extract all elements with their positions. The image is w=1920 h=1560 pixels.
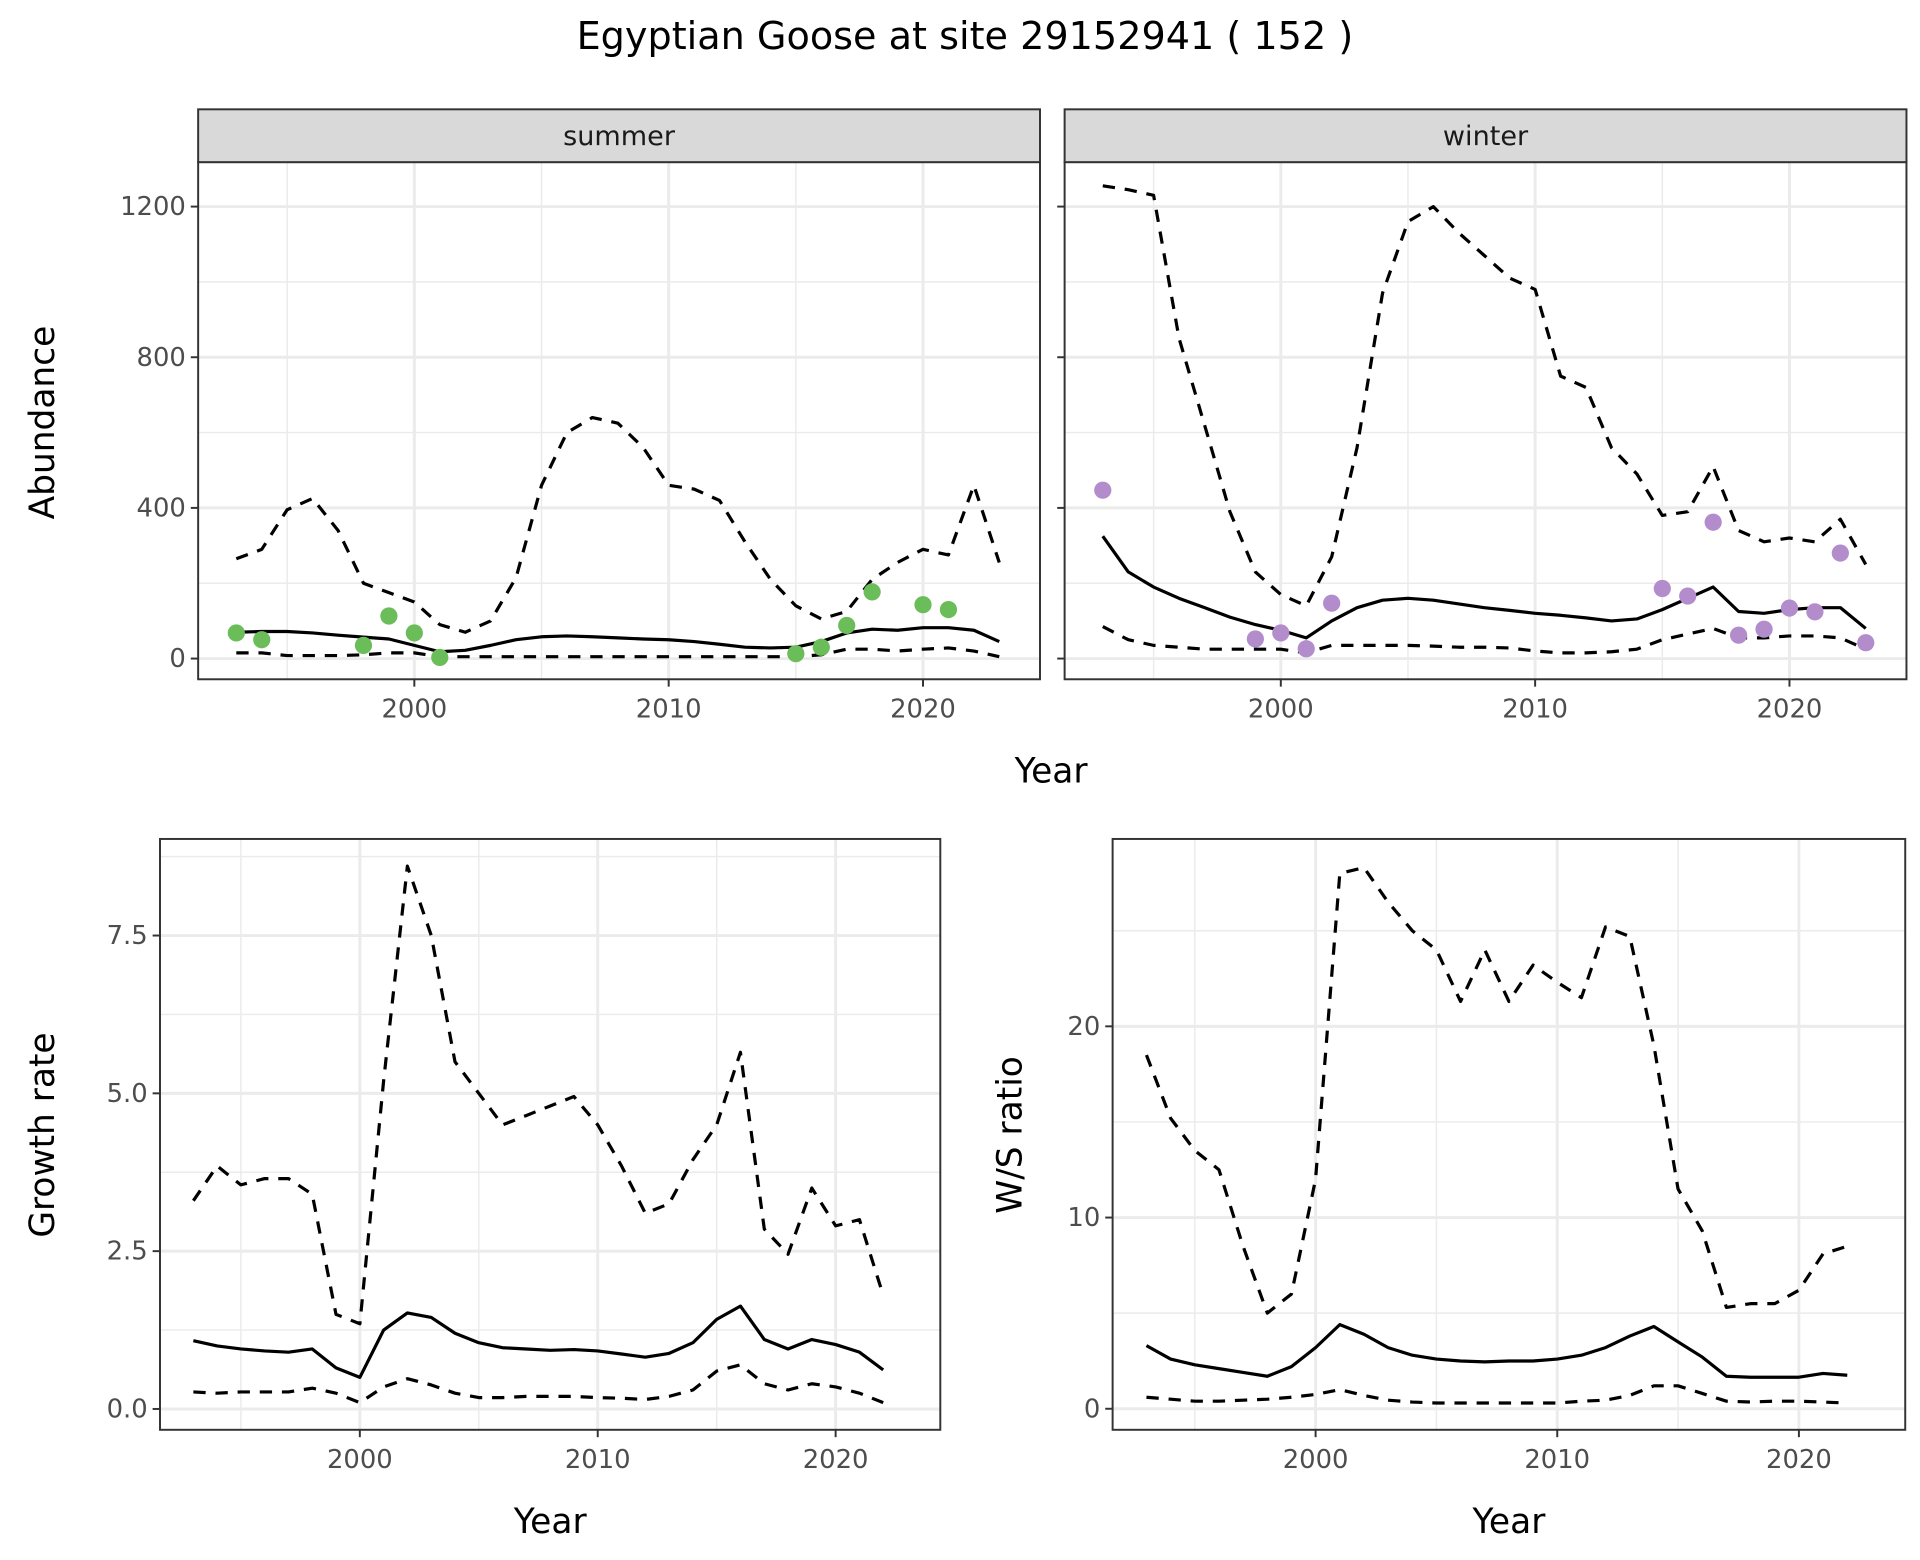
panel-growth-rate: 2000 2010 2020 0.0 2.5 5.0 7.5 Year Growth rate [23, 837, 942, 1542]
data-point [1831, 544, 1849, 562]
panel-border [197, 161, 1041, 681]
facet-strip [1063, 108, 1908, 164]
data-point [1729, 626, 1748, 644]
data-point [253, 631, 271, 649]
lower-line [236, 646, 1000, 659]
series-group [227, 415, 1001, 667]
panel-ws-ratio: 2000 2010 2020 0 10 20 Year W/S ratio [991, 837, 1907, 1542]
lower-line [193, 1363, 884, 1405]
panel-border [159, 837, 942, 1431]
data-point [863, 583, 881, 601]
median-line [193, 1304, 885, 1379]
x-tick-label: 2020 [890, 694, 956, 724]
data-point [914, 596, 932, 614]
data-point [787, 645, 805, 663]
upper-line [235, 415, 1001, 634]
y-tick-label: 0.0 [107, 1395, 148, 1425]
median-line [1101, 535, 1867, 640]
top-x-axis-label: Year [1014, 751, 1089, 791]
upper-line [1144, 865, 1848, 1315]
data-point [1094, 481, 1112, 499]
median-line [1145, 1323, 1848, 1379]
data-point [1806, 603, 1824, 621]
panel-winter: winter 2000 2010 2020 [1057, 108, 1908, 724]
data-point [227, 624, 245, 642]
lower-line [1146, 1384, 1848, 1405]
y-axis-label: Growth rate [23, 1032, 63, 1237]
data-point [380, 607, 398, 625]
facet-strip-label: winter [1443, 121, 1529, 152]
upper-line [192, 864, 885, 1326]
data-point [354, 636, 373, 654]
y-tick-label: 400 [137, 494, 186, 524]
x-axis-label: Year [513, 1502, 588, 1542]
panel-summer: summer 2000 2010 2020 0 400 800 1200 [120, 108, 1041, 724]
x-tick-label: 2010 [1524, 1445, 1590, 1475]
x-axis-label: Year [1471, 1502, 1546, 1542]
median-line [236, 626, 1000, 654]
y-tick-label: 20 [1067, 1012, 1100, 1042]
y-tick-label: 5.0 [107, 1079, 148, 1109]
data-point [1272, 624, 1290, 642]
y-tick-label: 2.5 [107, 1237, 148, 1267]
facet-strip-label: summer [563, 121, 676, 152]
y-tick-label: 0 [169, 644, 185, 674]
figure-title: Egyptian Goose at site 29152941 ( 152 ) [577, 14, 1354, 58]
data-point [405, 624, 423, 642]
y-tick-label: 800 [137, 343, 186, 373]
panel-border [1111, 837, 1907, 1431]
y-tick-label: 1200 [120, 192, 186, 222]
x-tick-label: 2020 [803, 1445, 869, 1475]
data-point [1246, 630, 1264, 648]
x-tick-label: 2010 [636, 694, 702, 724]
x-tick-label: 2020 [1757, 694, 1823, 724]
series-group [1144, 865, 1848, 1405]
data-point [939, 600, 958, 619]
data-point [1653, 579, 1671, 598]
x-tick-label: 2000 [1283, 1445, 1349, 1475]
data-point [838, 616, 856, 635]
series-group [1094, 184, 1875, 658]
data-point [1323, 594, 1341, 612]
data-point [431, 648, 449, 667]
x-tick-label: 2010 [565, 1445, 631, 1475]
data-point [1679, 587, 1697, 605]
facet-strip [197, 108, 1041, 164]
data-point [1297, 640, 1315, 658]
x-tick-label: 2000 [381, 694, 447, 724]
lower-line [1102, 625, 1867, 655]
upper-line [1102, 184, 1868, 608]
y-axis-label: W/S ratio [991, 1056, 1031, 1214]
data-point [1780, 599, 1799, 617]
y-tick-label: 10 [1067, 1203, 1100, 1233]
x-tick-label: 2010 [1502, 694, 1568, 724]
data-point [1704, 513, 1722, 531]
series-group [192, 864, 885, 1405]
y-tick-label: 0 [1084, 1394, 1100, 1424]
top-y-axis-label: Abundance [23, 326, 63, 520]
x-tick-label: 2000 [1248, 694, 1314, 724]
data-point [812, 638, 830, 656]
data-point [1755, 620, 1773, 638]
x-tick-label: 2000 [327, 1445, 393, 1475]
data-point [1857, 634, 1875, 652]
y-tick-label: 7.5 [107, 921, 148, 951]
x-tick-label: 2020 [1766, 1445, 1832, 1475]
